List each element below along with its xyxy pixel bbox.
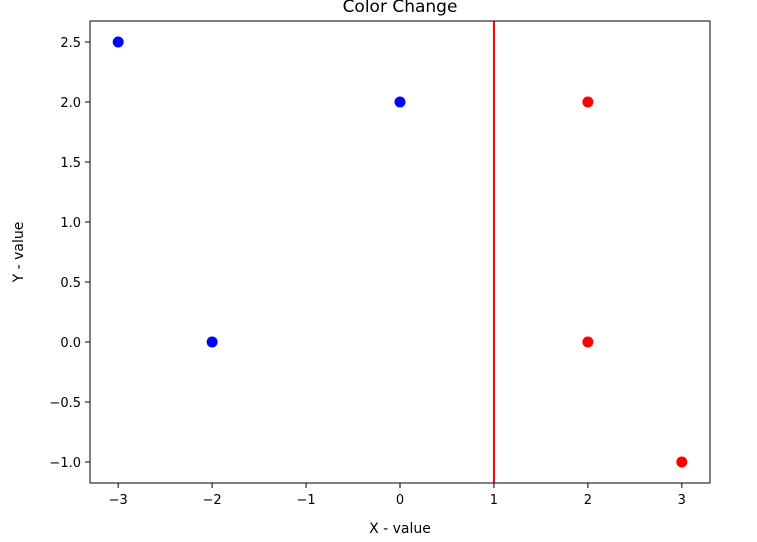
y-tick-label: 0.0 xyxy=(60,336,81,351)
data-point xyxy=(582,336,594,348)
y-tick-label: 1.5 xyxy=(60,156,81,171)
plot-frame xyxy=(89,20,711,484)
data-point xyxy=(112,36,124,48)
x-tick-label: −3 xyxy=(109,493,128,508)
y-axis-label: Y - value xyxy=(11,222,27,284)
plot-area: −3 −2 −1 0 1 2 3 −1.0 −0.5 0.0 0.5 1.0 1.5 2.0 2.5 xyxy=(49,20,711,508)
data-point xyxy=(206,336,218,348)
x-tick-label: 0 xyxy=(396,493,404,508)
x-axis-label: X - value xyxy=(369,521,431,537)
x-tick-label: −2 xyxy=(203,493,222,508)
y-tick-label: 2.0 xyxy=(60,96,81,111)
y-tick-label: 1.0 xyxy=(60,216,81,231)
x-tick-label: 3 xyxy=(678,493,686,508)
y-tick-label: 2.5 xyxy=(60,36,81,51)
data-point xyxy=(394,96,406,108)
chart-title: Color Change xyxy=(343,0,458,17)
data-point xyxy=(582,96,594,108)
y-tick-label: 0.5 xyxy=(60,276,81,291)
y-tick-label: −0.5 xyxy=(49,396,81,411)
data-point xyxy=(676,456,688,468)
x-tick-label: 2 xyxy=(584,493,592,508)
x-tick-label: −1 xyxy=(296,493,315,508)
x-tick-label: 1 xyxy=(490,493,498,508)
y-tick-label: −1.0 xyxy=(49,456,81,471)
